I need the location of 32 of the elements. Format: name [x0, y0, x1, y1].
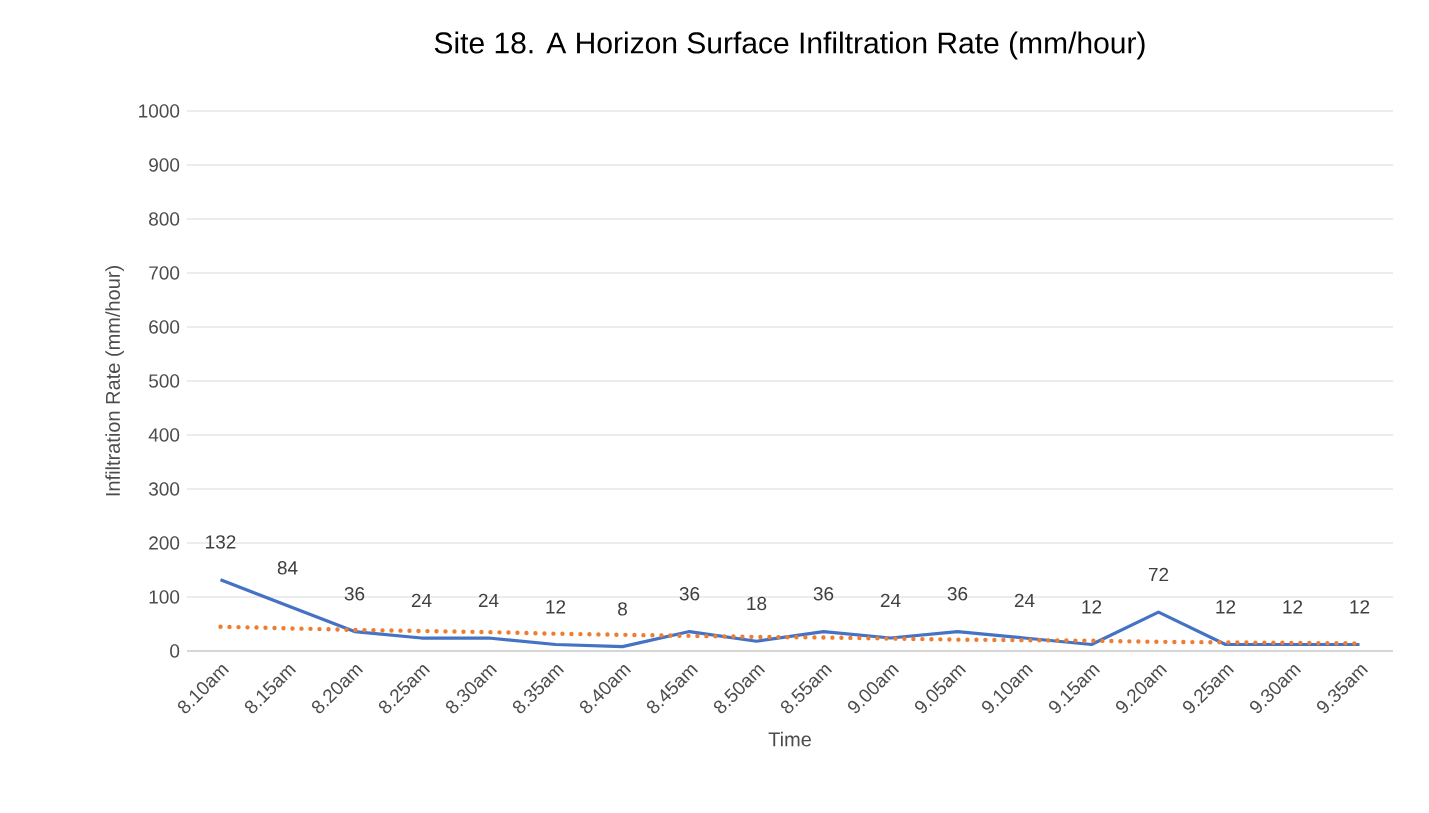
y-tick-label: 700	[149, 266, 180, 280]
data-label: 72	[1148, 567, 1169, 582]
data-label: 12	[1283, 600, 1303, 614]
data-label: 36	[344, 587, 365, 601]
data-label: 24	[411, 593, 432, 607]
data-label: 18	[747, 596, 767, 611]
x-axis-title: Time	[768, 731, 811, 747]
y-tick-label: 500	[149, 374, 180, 388]
data-label: 12	[1350, 600, 1370, 614]
data-label: 36	[947, 587, 968, 601]
data-label: 24	[880, 593, 901, 607]
data-label: 24	[478, 593, 499, 607]
data-label: 84	[277, 561, 298, 575]
data-label: 12	[1082, 600, 1102, 614]
data-label: 24	[1014, 593, 1035, 607]
data-label: 12	[546, 600, 566, 614]
y-tick-label: 100	[149, 590, 180, 604]
data-label: 12	[1216, 600, 1236, 614]
y-tick-label: 900	[149, 158, 180, 172]
data-label: 36	[813, 587, 834, 601]
data-label: 132	[206, 535, 236, 549]
y-tick-label: 200	[149, 536, 180, 550]
y-tick-label: 1000	[139, 104, 180, 118]
y-axis-title: Infiltration Rate (mm/hour)	[105, 266, 124, 496]
data-label: 8	[618, 602, 627, 616]
data-label: 36	[679, 587, 700, 601]
y-tick-label: 800	[149, 212, 180, 226]
y-tick-label: 600	[149, 320, 180, 334]
chart-title: Site 18. A Horizon Surface Infiltration Rate (mm/hour)	[434, 31, 1145, 60]
y-tick-label: 0	[170, 644, 180, 658]
y-tick-label: 400	[148, 428, 180, 442]
y-tick-label: 300	[148, 482, 180, 496]
